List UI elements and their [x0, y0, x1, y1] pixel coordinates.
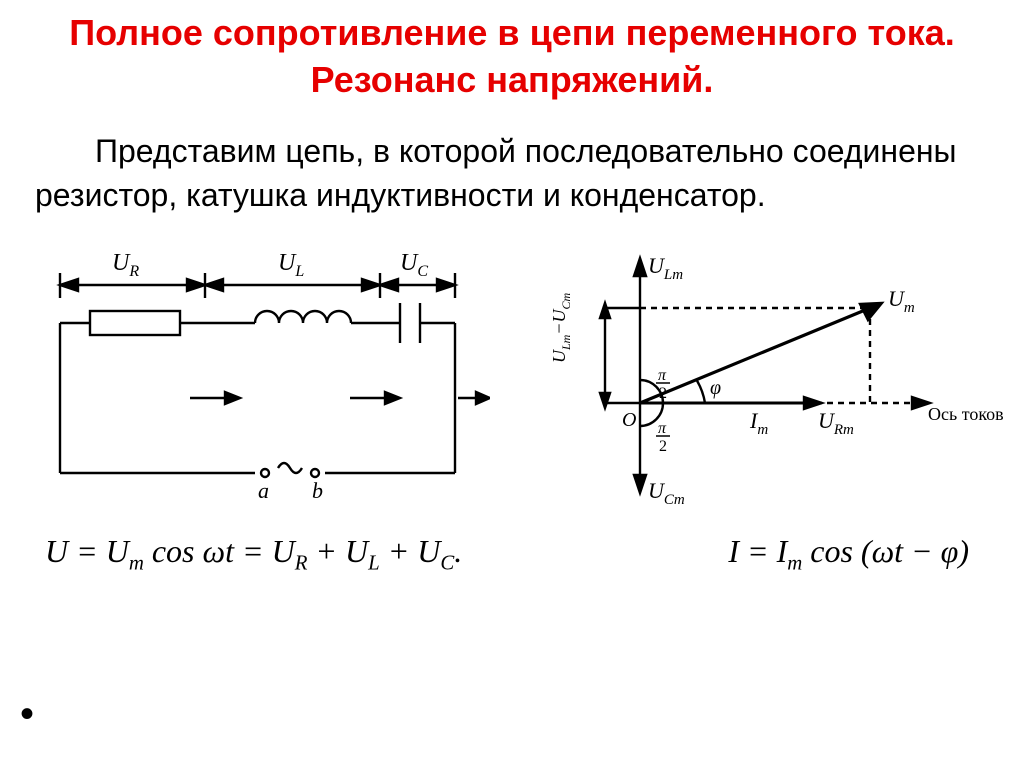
svg-text:Im: Im [749, 408, 768, 438]
formulas-row: U = Um cos ωt = UR + UL + UC. I = Im cos… [15, 533, 1009, 575]
svg-text:O: O [622, 409, 636, 431]
bullet-marker: • [20, 692, 34, 737]
circuit-diagram: UR UL UC a b [30, 248, 490, 508]
svg-text:2: 2 [659, 385, 667, 402]
svg-text:φ: φ [710, 377, 721, 399]
phasor-diagram: ULm UCm Um Im URm O φ π 2 π 2 ULm−UCm Ос… [510, 248, 1020, 508]
svg-text:b: b [312, 478, 323, 503]
formula-voltage: U = Um cos ωt = UR + UL + UC. [45, 533, 462, 575]
svg-text:URm: URm [818, 408, 854, 438]
svg-text:UR: UR [112, 250, 139, 280]
svg-text:Ось токов: Ось токов [928, 404, 1004, 424]
diagrams-row: UR UL UC a b [30, 248, 1009, 508]
svg-text:π: π [658, 420, 667, 437]
svg-text:π: π [658, 367, 667, 384]
body-paragraph: Представим цепь, в которой последователь… [35, 129, 989, 219]
svg-text:UC: UC [400, 250, 428, 280]
svg-text:ULm−UCm: ULm−UCm [549, 293, 573, 364]
svg-text:ULm: ULm [648, 253, 683, 283]
paragraph-text: Представим цепь, в которой последователь… [35, 133, 957, 214]
svg-text:2: 2 [659, 438, 667, 455]
slide-title: Полное сопротивление в цепи переменного … [15, 10, 1009, 104]
svg-text:a: a [258, 478, 269, 503]
svg-text:UCm: UCm [648, 478, 685, 508]
svg-text:Um: Um [888, 286, 915, 316]
svg-text:UL: UL [278, 250, 304, 280]
formula-current: I = Im cos (ωt − φ) [728, 533, 969, 575]
